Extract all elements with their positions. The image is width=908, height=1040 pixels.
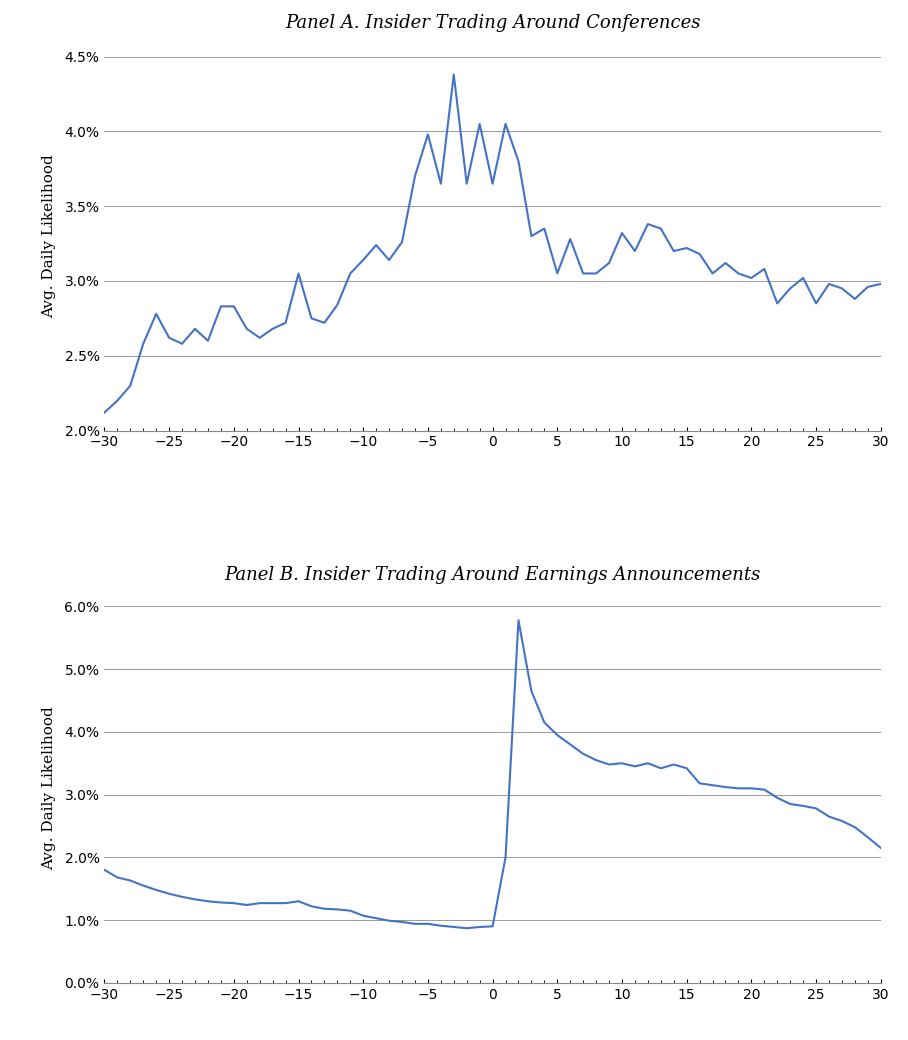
Title: Panel A. Insider Trading Around Conferences: Panel A. Insider Trading Around Conferen… bbox=[285, 14, 700, 31]
Title: Panel B. Insider Trading Around Earnings Announcements: Panel B. Insider Trading Around Earnings… bbox=[224, 566, 761, 584]
Y-axis label: Avg. Daily Likelihood: Avg. Daily Likelihood bbox=[42, 706, 56, 870]
Y-axis label: Avg. Daily Likelihood: Avg. Daily Likelihood bbox=[43, 154, 56, 318]
